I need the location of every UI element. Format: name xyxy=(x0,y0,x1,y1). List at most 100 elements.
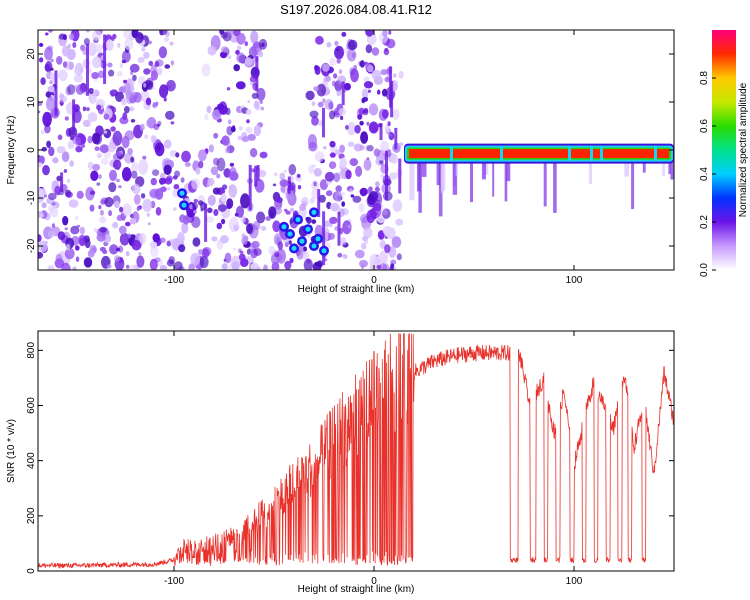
spectrogram-speckle xyxy=(141,46,146,52)
spectrogram-speckle xyxy=(246,119,250,124)
spectrogram-speckle xyxy=(259,100,263,104)
spectrogram-speckle xyxy=(359,120,364,126)
spectrogram-speckle xyxy=(201,248,210,259)
spectrogram-speckle xyxy=(238,126,243,131)
spectrogram-speckle xyxy=(361,242,367,250)
spectrogram-speckle xyxy=(313,168,322,177)
spectrogram-speckle xyxy=(175,152,180,158)
spectrogram-plot-area xyxy=(38,30,674,270)
spectrogram-speckle xyxy=(345,169,352,180)
spectrogram-speckle xyxy=(163,97,167,102)
carrier-spike xyxy=(588,159,592,185)
spectrogram-speckle xyxy=(363,158,372,171)
spectrogram-streak xyxy=(256,165,260,181)
spectrogram-speckle xyxy=(393,73,397,78)
carrier-spike xyxy=(553,159,557,213)
spectrogram-streak xyxy=(54,70,58,116)
carrier-band-break xyxy=(568,145,571,162)
spectrogram-speckle xyxy=(45,32,49,36)
spectrogram-speckle xyxy=(96,182,101,186)
spectrogram-speckle xyxy=(88,87,94,95)
spectrogram-speckle xyxy=(130,119,136,123)
spectrogram-speckle xyxy=(38,187,45,204)
spectrogram-blob-core xyxy=(305,226,311,232)
spectrogram-speckle xyxy=(317,101,324,108)
spectrogram-speckle xyxy=(38,251,44,259)
spectrogram-speckle xyxy=(44,46,53,61)
spectrogram-speckle xyxy=(371,69,382,80)
chart-title: S197.2026.084.08.41.R12 xyxy=(280,2,432,17)
spectrogram-speckle xyxy=(72,42,77,48)
spectrogram-speckle xyxy=(236,52,246,63)
spectrogram-speckle xyxy=(274,197,283,210)
spectrogram-speckle xyxy=(164,177,173,185)
spectrogram-speckle xyxy=(75,256,80,263)
spectrogram-speckle xyxy=(244,57,253,66)
spectrogram-speckle xyxy=(329,152,336,158)
spectrogram-speckle xyxy=(152,169,160,177)
spectrogram-speckle xyxy=(64,116,69,121)
spectrogram-speckle xyxy=(355,165,363,177)
spectrogram-speckle xyxy=(40,129,46,135)
spectrogram-speckle xyxy=(109,169,117,181)
spectrogram-speckle xyxy=(166,79,176,92)
spectrogram-speckle xyxy=(319,179,328,191)
spectrogram-speckle xyxy=(221,135,230,146)
spectrogram-speckle xyxy=(87,249,95,258)
spectrogram-speckle xyxy=(279,172,286,181)
spectrogram-speckle xyxy=(308,165,315,174)
spectrogram-speckle xyxy=(99,247,106,252)
spectrogram-speckle xyxy=(396,255,401,260)
spectrogram-speckle xyxy=(143,68,151,75)
carrier-spike xyxy=(662,159,665,176)
spectrogram-speckle xyxy=(205,216,215,223)
spectrogram-speckle xyxy=(125,91,134,100)
spectrogram-speckle xyxy=(172,188,179,198)
spectrogram-speckle xyxy=(334,40,339,46)
spectrogram-speckle xyxy=(305,90,315,101)
spectrogram-speckle xyxy=(241,236,248,245)
spectrogram-speckle xyxy=(104,196,114,208)
spectrogram-speckle xyxy=(156,145,161,151)
spectrogram-speckle xyxy=(289,218,294,225)
spectrogram-speckle xyxy=(314,65,321,76)
spectrogram-blob-core xyxy=(181,202,187,208)
spectrogram-speckle xyxy=(198,149,207,162)
spectrogram-speckle xyxy=(56,146,66,154)
spectrogram-streak xyxy=(322,211,326,266)
spectrogram-speckle xyxy=(38,234,42,242)
spectrogram-speckle xyxy=(354,249,365,259)
spectrogram-y-tick-label: 20 xyxy=(26,48,37,60)
spectrogram-speckle xyxy=(91,72,100,79)
spectrogram-speckle xyxy=(93,227,98,233)
spectrogram-speckle xyxy=(250,30,259,44)
spectrogram-speckle xyxy=(68,33,75,41)
spectrogram-speckle xyxy=(193,198,199,203)
spectrogram-speckle xyxy=(225,30,235,35)
carrier-spike xyxy=(624,159,629,177)
spectrogram-streak xyxy=(254,165,258,187)
spectrogram-speckle xyxy=(339,157,348,169)
spectrogram-speckle xyxy=(52,157,59,164)
spectrogram-speckle xyxy=(163,139,172,149)
spectrogram-speckle xyxy=(98,70,105,79)
spectrogram-speckle xyxy=(61,151,70,163)
spectrogram-speckle xyxy=(249,75,257,83)
spectrogram-speckle xyxy=(89,204,95,212)
carrier-spike xyxy=(631,159,635,209)
spectrogram-speckle xyxy=(235,81,246,90)
spectrogram-speckle xyxy=(115,151,122,157)
spectrogram-speckle xyxy=(65,243,71,251)
spectrogram-speckle xyxy=(121,135,130,149)
spectrogram-speckle xyxy=(364,63,373,71)
spectrogram-speckle xyxy=(342,254,348,259)
spectrogram-streak xyxy=(72,99,76,135)
spectrogram-speckle xyxy=(107,62,113,68)
spectrogram-blob-core xyxy=(295,217,301,223)
spectrogram-speckle xyxy=(335,48,340,52)
spectrogram-speckle xyxy=(207,177,215,187)
spectrogram-speckle xyxy=(227,119,232,125)
spectrogram-streak xyxy=(60,172,64,192)
carrier-spike xyxy=(409,159,415,201)
